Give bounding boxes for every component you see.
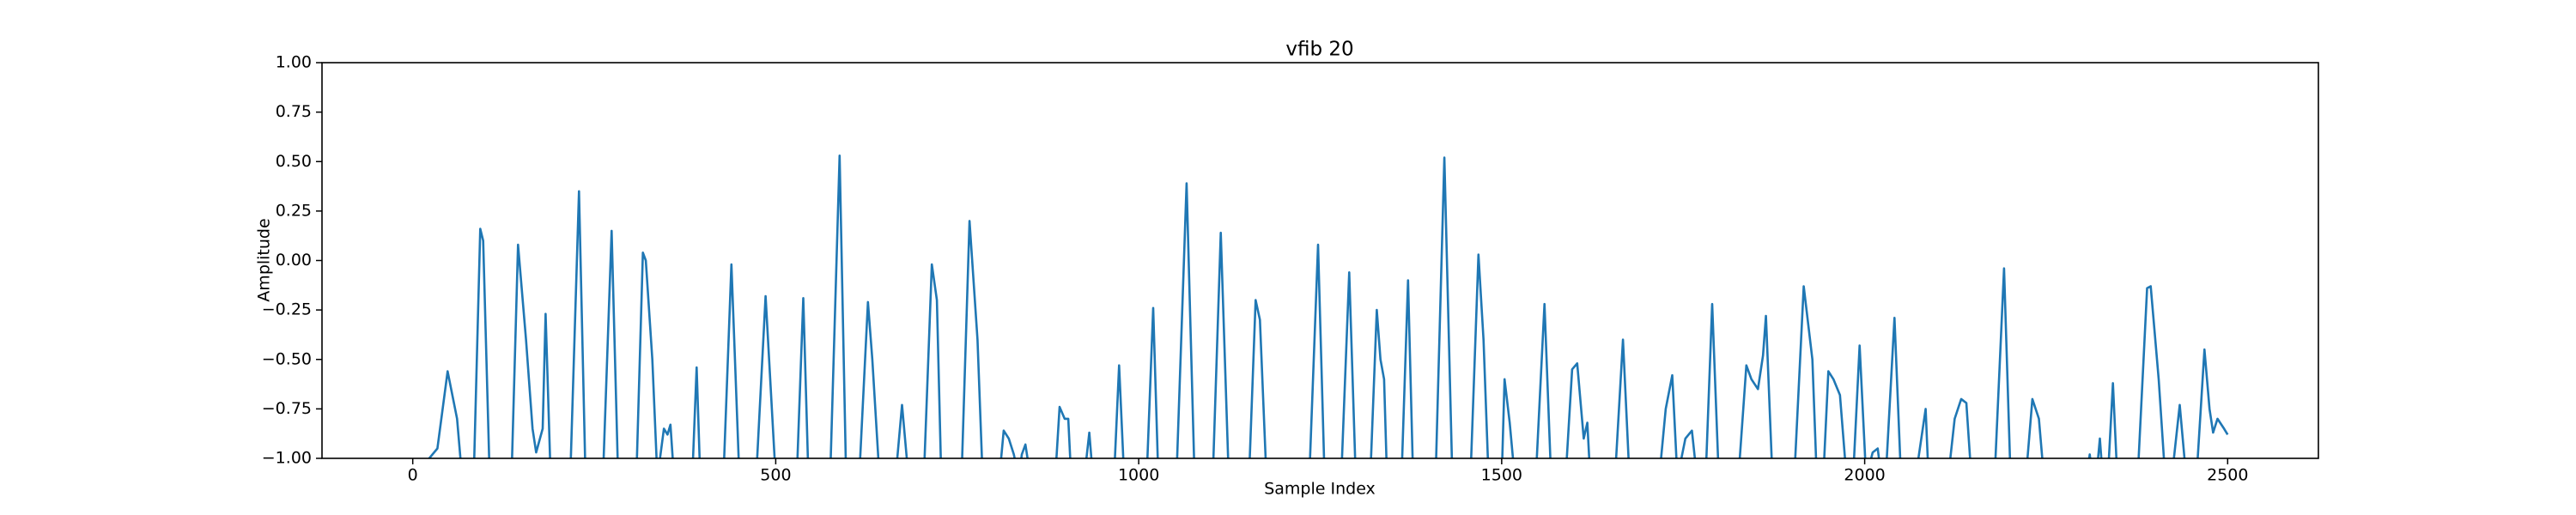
y-tick-label: 0.25 [276, 201, 312, 220]
y-tick-label: −1.00 [262, 449, 312, 468]
y-tick-label: −0.25 [262, 300, 312, 319]
x-tick-label: 0 [408, 466, 418, 485]
axes-frame [321, 62, 2319, 459]
plot-area [428, 154, 2229, 458]
y-tick-label: 1.00 [276, 53, 312, 72]
y-tick-label: −0.75 [262, 399, 312, 418]
y-axis-label: Amplitude [255, 218, 274, 301]
x-axis-label: Sample Index [1264, 480, 1376, 499]
y-tick-label: 0.75 [276, 102, 312, 121]
x-tick-label: 2000 [1844, 466, 1885, 485]
y-tick-label: 0.50 [276, 152, 312, 171]
chart-title: vfib 20 [1285, 39, 1353, 61]
x-tick-label: 500 [760, 466, 791, 485]
y-tick-label: −0.50 [262, 349, 312, 368]
x-tick-label: 2500 [2207, 466, 2248, 485]
x-tick-label: 1000 [1118, 466, 1159, 485]
x-tick-label: 1500 [1481, 466, 1522, 485]
y-tick-label: 0.00 [276, 251, 312, 270]
data-line [428, 154, 2229, 458]
